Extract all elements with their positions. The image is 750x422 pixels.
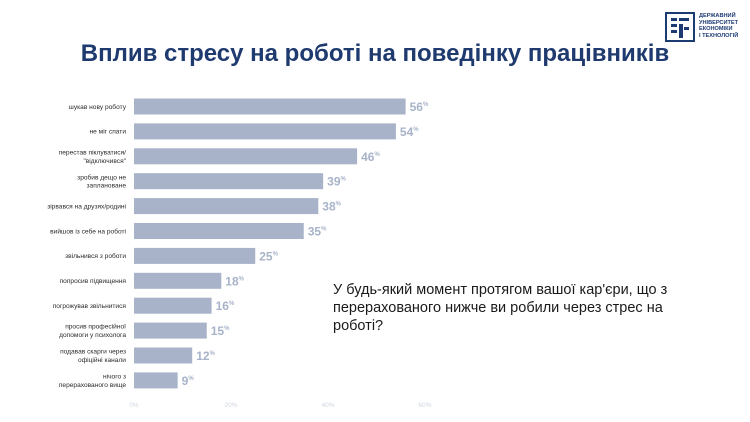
bar [134,198,319,215]
x-tick-label: 20% [224,402,237,409]
category-label: подавав скарги через офіційні канали [60,349,126,364]
bar [134,223,304,239]
value-label: 39% [327,175,346,189]
value-label: 38% [322,200,341,214]
logo-line: ДЕРЖАВНИЙ [699,13,736,19]
value-label: 25% [259,249,278,263]
category-label: просив професійної допомоги у психолога [59,323,126,339]
category-label: зробив дещо не заплановане [77,173,126,189]
bar [134,322,207,339]
category-label: нічого з перерахованого вище [59,373,126,389]
value-label: 54% [400,125,419,139]
bar [134,347,193,364]
page-title: Вплив стресу на роботі на поведінку прац… [80,40,670,67]
category-label: не міг спати [90,128,127,136]
bar [134,123,396,140]
value-label: 56% [410,100,429,114]
university-logo: ДЕРЖАВНИЙ УНІВЕРСИТЕТ ЕКОНОМІКИ І ТЕХНОЛ… [665,12,745,48]
logo-mark-icon [665,12,695,42]
bar [134,173,324,190]
bar [134,148,358,165]
logo-line: І ТЕХНОЛОГІЙ [699,32,739,39]
value-label: 35% [308,225,327,239]
value-label: 15% [211,324,230,338]
category-label: звільнився з роботи [65,252,126,260]
category-label: зірвався на друзях/родині [47,202,126,210]
bar [134,297,212,314]
value-label: 16% [216,299,235,313]
logo-line: УНІВЕРСИТЕТ [699,19,739,26]
value-label: 9% [182,374,195,388]
survey-question: У будь-який момент протягом вашої кар'єр… [333,282,668,334]
category-label: погрожував звільнитися [53,302,127,310]
value-label: 18% [225,274,244,288]
value-label: 12% [196,349,215,363]
x-tick-label: 0% [129,402,139,409]
category-label: попросив підвищення [60,277,127,285]
logo-text: ДЕРЖАВНИЙ УНІВЕРСИТЕТ ЕКОНОМІКИ І ТЕХНОЛ… [699,13,747,39]
x-tick-label: 40% [321,402,334,409]
x-tick-label: 60% [418,402,431,409]
value-label: 46% [361,150,380,164]
category-label: шукав нову роботу [69,103,127,111]
bar [134,272,222,289]
category-label: вийшов із себе на роботі [50,227,126,235]
logo-line: ЕКОНОМІКИ [699,26,733,33]
bar [134,98,406,115]
bar [134,372,178,389]
bar [134,247,256,264]
category-label: перестав піклуватися/"відключився" [59,148,127,164]
